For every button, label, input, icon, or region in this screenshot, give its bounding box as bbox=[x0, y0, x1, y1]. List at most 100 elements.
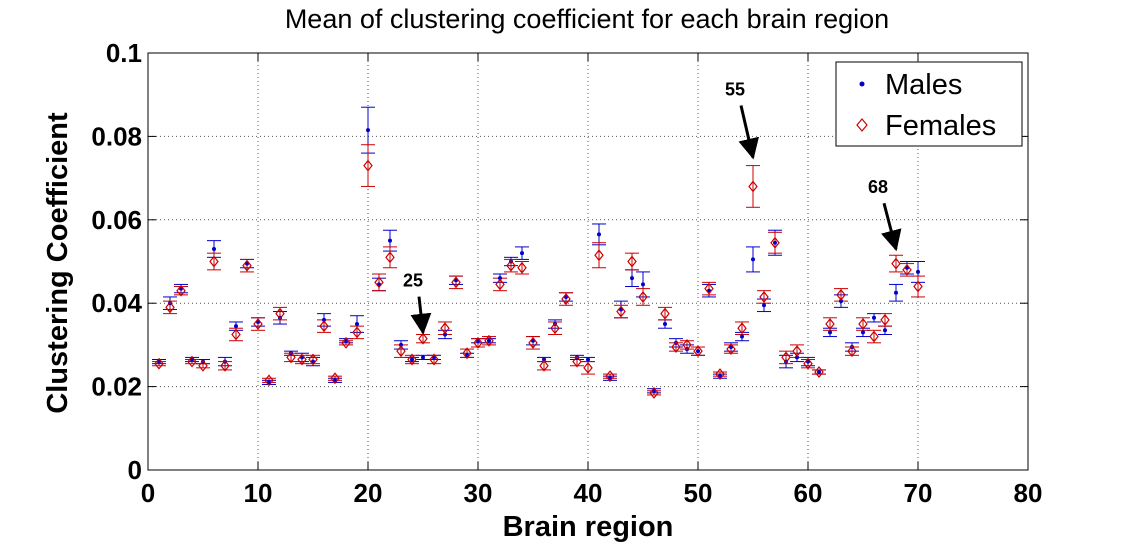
females-point bbox=[627, 255, 637, 268]
males-point bbox=[586, 357, 590, 362]
females-point bbox=[396, 345, 406, 358]
females-point bbox=[682, 338, 692, 351]
males-point bbox=[872, 315, 876, 320]
legend-marker-males bbox=[859, 81, 865, 87]
annotation-arrow bbox=[410, 296, 432, 335]
females-point bbox=[429, 353, 439, 366]
males-point bbox=[421, 355, 425, 360]
axis-ticks: 0 10 20 30 40 50 60 70 80 0 0.02 0.04 0.06 0.08 0.1 bbox=[91, 38, 1042, 508]
females-point bbox=[176, 284, 186, 297]
males-point bbox=[630, 276, 634, 281]
females-point bbox=[187, 355, 197, 368]
males-point bbox=[443, 332, 447, 337]
males-point bbox=[894, 290, 898, 295]
females-point bbox=[715, 368, 725, 381]
y-tick-label: 0.1 bbox=[106, 38, 142, 68]
annotation-label: 55 bbox=[725, 80, 745, 100]
males-point bbox=[355, 322, 359, 327]
y-tick-label: 0.08 bbox=[91, 121, 142, 151]
males-point bbox=[487, 338, 491, 343]
males-point bbox=[861, 330, 865, 335]
females-point bbox=[792, 345, 802, 358]
females-point bbox=[352, 326, 362, 339]
annotations: 25 55 68 bbox=[403, 80, 902, 335]
y-tick-label: 0.04 bbox=[91, 288, 142, 318]
females-point bbox=[231, 328, 241, 341]
y-tick-label: 0 bbox=[128, 455, 142, 485]
females-point bbox=[484, 334, 494, 347]
females-point bbox=[671, 341, 681, 353]
males-point bbox=[234, 324, 238, 329]
females-point bbox=[385, 251, 395, 264]
females-point bbox=[638, 290, 648, 303]
females-point bbox=[198, 359, 208, 372]
x-tick-label: 20 bbox=[354, 478, 383, 508]
males-point bbox=[817, 370, 821, 375]
females-point bbox=[858, 318, 868, 331]
females-point bbox=[308, 353, 318, 366]
legend-box bbox=[835, 61, 1023, 147]
females-point bbox=[605, 370, 615, 383]
males-point bbox=[828, 330, 832, 335]
annotation-arrow bbox=[881, 202, 902, 252]
error-bars bbox=[152, 106, 925, 396]
females-point bbox=[759, 290, 769, 303]
females-point bbox=[847, 345, 857, 358]
females-point bbox=[902, 263, 912, 276]
females-point bbox=[374, 276, 384, 289]
females-point bbox=[814, 366, 824, 378]
females-point bbox=[451, 276, 461, 289]
females-point bbox=[913, 280, 923, 293]
males-point bbox=[388, 238, 392, 243]
females-point bbox=[693, 345, 703, 358]
males-point bbox=[795, 355, 799, 360]
females-point bbox=[275, 307, 285, 320]
males-point bbox=[773, 240, 777, 245]
females-point bbox=[770, 236, 780, 249]
females-point bbox=[572, 355, 582, 368]
x-axis-title: Brain region bbox=[503, 511, 674, 543]
females-point bbox=[869, 330, 879, 343]
males-point bbox=[498, 276, 502, 281]
females-point bbox=[440, 322, 450, 335]
x-tick-label: 80 bbox=[1014, 478, 1043, 508]
x-tick-label: 0 bbox=[141, 478, 155, 508]
females-point bbox=[539, 359, 549, 372]
females-point bbox=[836, 288, 846, 301]
females-point bbox=[473, 336, 483, 349]
chart-title: Mean of clustering coefficient for each … bbox=[285, 4, 889, 34]
y-tick-label: 0.02 bbox=[91, 372, 142, 402]
x-tick-label: 70 bbox=[904, 478, 933, 508]
x-tick-label: 50 bbox=[684, 478, 713, 508]
females-point bbox=[660, 307, 670, 320]
females-point bbox=[781, 351, 791, 364]
annotation-label: 68 bbox=[868, 177, 888, 197]
males-point bbox=[399, 342, 403, 347]
males-point bbox=[916, 269, 920, 274]
females-point bbox=[462, 347, 472, 360]
females-point bbox=[495, 278, 505, 291]
annotation-label: 25 bbox=[403, 271, 423, 291]
females-point bbox=[407, 353, 417, 366]
y-axis-title: Clustering Coefficient bbox=[42, 112, 74, 414]
x-tick-label: 60 bbox=[794, 478, 823, 508]
females-point bbox=[165, 301, 175, 314]
females-point bbox=[264, 374, 274, 387]
males-point bbox=[740, 334, 744, 339]
females-point bbox=[330, 372, 340, 385]
females-point bbox=[583, 361, 593, 374]
females-point bbox=[737, 322, 747, 335]
males-point bbox=[520, 251, 524, 256]
females-point bbox=[704, 282, 714, 295]
females-point bbox=[550, 322, 560, 335]
males-point bbox=[839, 299, 843, 304]
females-point bbox=[825, 318, 835, 331]
data-markers bbox=[154, 128, 923, 399]
legend-label-males: Males bbox=[885, 69, 962, 101]
males-point bbox=[663, 322, 667, 327]
annotation-arrow bbox=[738, 105, 759, 160]
females-point bbox=[363, 159, 373, 172]
females-point bbox=[803, 357, 813, 370]
males-point bbox=[883, 328, 887, 333]
x-tick-label: 10 bbox=[244, 478, 273, 508]
